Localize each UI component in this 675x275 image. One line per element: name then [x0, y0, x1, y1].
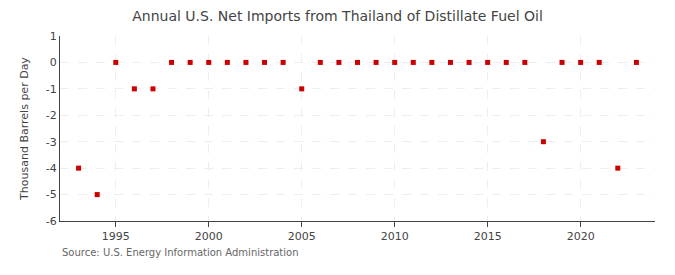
svg-text:1: 1 [50, 30, 57, 43]
svg-text:Source: U.S. Energy Informatio: Source: U.S. Energy Information Administ… [62, 247, 299, 258]
svg-text:0: 0 [50, 56, 57, 69]
svg-text:2010: 2010 [381, 230, 409, 243]
svg-text:1995: 1995 [102, 230, 130, 243]
svg-text:Thousand Barrels per Day: Thousand Barrels per Day [18, 57, 31, 201]
svg-text:-1: -1 [46, 83, 57, 96]
svg-text:Annual U.S. Net Imports from T: Annual U.S. Net Imports from Thailand of… [132, 8, 543, 24]
svg-text:2020: 2020 [567, 230, 595, 243]
svg-text:-3: -3 [46, 136, 57, 149]
svg-text:-2: -2 [46, 109, 57, 122]
svg-text:-4: -4 [46, 162, 57, 175]
svg-text:2005: 2005 [288, 230, 316, 243]
svg-text:-6: -6 [46, 215, 57, 228]
svg-text:2015: 2015 [474, 230, 502, 243]
svg-text:2000: 2000 [195, 230, 223, 243]
svg-text:-5: -5 [46, 188, 57, 201]
